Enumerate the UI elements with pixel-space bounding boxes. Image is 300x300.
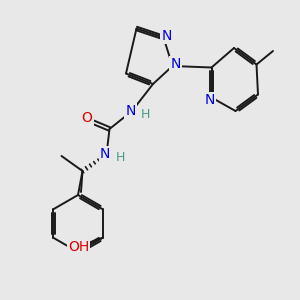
Text: N: N	[205, 94, 215, 107]
Text: H: H	[141, 107, 150, 121]
Text: OH: OH	[68, 240, 89, 254]
Text: N: N	[161, 29, 172, 43]
Text: H: H	[115, 151, 125, 164]
Text: N: N	[125, 104, 136, 118]
Text: N: N	[170, 58, 181, 71]
Text: O: O	[82, 112, 92, 125]
Text: N: N	[100, 148, 110, 161]
